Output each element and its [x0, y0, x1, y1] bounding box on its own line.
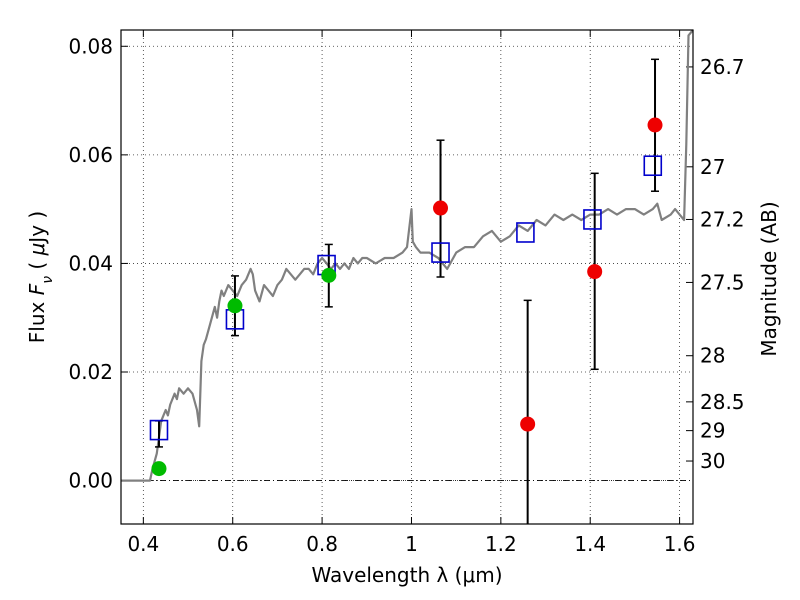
model-photometry-square — [643, 155, 663, 177]
magnitude-tick-label: 28 — [700, 344, 725, 368]
y-tick-label: 0.06 — [68, 143, 113, 167]
observed_green-point — [321, 267, 337, 283]
model-spectrum-line — [121, 29, 694, 482]
model-photometry-square — [516, 222, 535, 243]
x-tick-label: 0.6 — [217, 532, 249, 556]
magnitude-tick-label: 26.7 — [700, 55, 745, 79]
y-tick-label: 0.08 — [68, 34, 113, 58]
y-axis-label: Flux Fν ( μJy ) — [25, 211, 56, 343]
observed_green-point — [151, 461, 167, 477]
magnitude-tick-label: 27.5 — [700, 270, 745, 294]
x-tick-label: 1.2 — [485, 532, 517, 556]
spectrum-layer — [121, 29, 694, 482]
model-photometry-square — [583, 209, 602, 230]
magnitude-tick-label: 30 — [700, 449, 725, 473]
grid — [121, 30, 693, 524]
magnitude-tick-label: 29 — [700, 419, 725, 443]
y-tick-label: 0.00 — [68, 469, 113, 493]
observed_red-point — [587, 264, 603, 280]
x-tick-label: 1 — [405, 532, 418, 556]
y-tick-label: 0.02 — [68, 360, 113, 384]
magnitude-tick-label: 27 — [700, 155, 725, 179]
observed_green-point — [227, 298, 243, 314]
x-tick-label: 0.4 — [127, 532, 159, 556]
model-photometry-square — [149, 419, 169, 441]
observed_red-point — [647, 117, 663, 133]
x-tick-label: 1.6 — [664, 532, 696, 556]
plot-frame — [120, 29, 694, 525]
marker-layer — [149, 117, 663, 477]
x-axis-label: Wavelength λ (μm) — [311, 563, 502, 587]
y-tick-label: 0.04 — [68, 251, 113, 275]
magnitude-tick-label: 27.2 — [700, 207, 745, 231]
observed_red-point — [520, 416, 536, 432]
x-tick-marks — [142, 30, 681, 524]
model-photometry-square — [431, 242, 450, 263]
magnitude-tick-label: 28.5 — [700, 390, 745, 414]
observed_red-point — [433, 200, 449, 216]
x-tick-label: 1.4 — [574, 532, 606, 556]
errorbar-layer — [154, 58, 660, 524]
y2-axis-label: Magnitude (AB) — [757, 201, 781, 356]
y-tick-marks — [121, 45, 128, 482]
x-tick-label: 0.8 — [306, 532, 338, 556]
